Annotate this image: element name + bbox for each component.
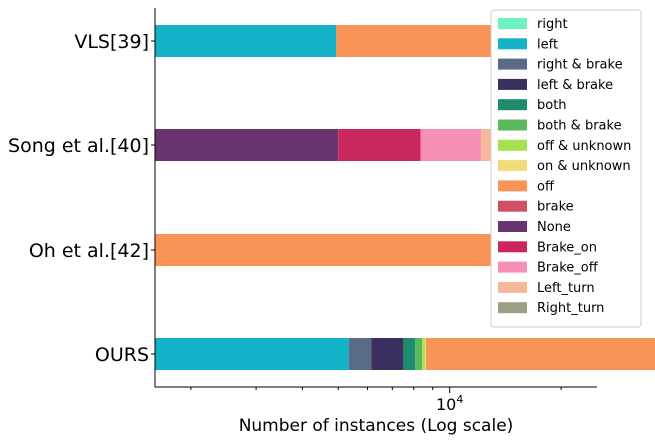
bar-segment-3-6 <box>422 338 425 370</box>
bar-segment-1-10 <box>155 129 339 161</box>
bar-segment-1-12 <box>420 129 481 161</box>
bar-segment-3-7 <box>424 338 426 370</box>
category-label-2: Oh et al.[42] <box>29 240 149 262</box>
x-tick-label-0: 104 <box>436 393 463 414</box>
legend-swatch-9 <box>498 200 527 212</box>
legend-swatch-13 <box>498 281 527 293</box>
bar-segment-3-2 <box>348 338 372 370</box>
legend-swatch-6 <box>498 139 527 151</box>
legend-items: right left right & brake left & brake both bo… <box>498 17 631 316</box>
legend-label-10: None <box>537 220 571 235</box>
legend-label-13: Left_turn <box>537 281 595 296</box>
legend-swatch-8 <box>498 180 527 192</box>
bar-segment-1-11 <box>338 129 421 161</box>
legend-swatch-14 <box>498 302 527 314</box>
legend-label-8: off <box>537 179 555 194</box>
legend-label-5: both & brake <box>537 119 622 134</box>
bar-segment-2-8 <box>155 234 506 266</box>
bar-segment-3-4 <box>403 338 416 370</box>
legend-swatch-5 <box>498 119 527 131</box>
legend: right left right & brake left & brake both bo… <box>490 9 642 328</box>
legend-label-7: on & unknown <box>537 159 631 174</box>
category-label-3: OURS <box>95 344 149 366</box>
legend-swatch-0 <box>498 18 527 29</box>
bar-segment-3-1 <box>155 338 349 370</box>
legend-label-2: right & brake <box>537 58 623 73</box>
y-labels-layer: VLS[39] Song et al.[40] Oh et al.[42] OURS <box>8 31 155 366</box>
bar-segment-3-5 <box>415 338 423 370</box>
legend-label-1: left <box>537 37 558 52</box>
legend-swatch-2 <box>498 58 527 70</box>
legend-swatch-10 <box>498 221 527 232</box>
legend-swatch-12 <box>498 261 527 273</box>
bar-segment-3-8 <box>425 338 655 370</box>
bar-segment-0-1 <box>155 25 337 57</box>
legend-swatch-3 <box>498 78 527 90</box>
legend-swatch-7 <box>498 160 527 172</box>
x-ticks-layer: 104105 <box>190 387 562 414</box>
legend-label-0: right <box>537 17 568 32</box>
legend-frame <box>490 9 642 328</box>
bar-segment-3-3 <box>371 338 404 370</box>
legend-label-11: Brake_on <box>537 240 597 255</box>
legend-label-3: left & brake <box>537 78 613 93</box>
axes-layer <box>154 8 597 388</box>
legend-swatch-11 <box>498 241 527 253</box>
legend-swatch-1 <box>498 38 527 50</box>
legend-label-12: Brake_off <box>537 261 599 276</box>
legend-label-6: off & unknown <box>537 139 631 154</box>
legend-label-14: Right_turn <box>537 301 604 316</box>
legend-swatch-4 <box>498 99 527 111</box>
category-label-1: Song et al.[40] <box>8 135 149 157</box>
legend-label-4: both <box>537 98 567 113</box>
bars-layer <box>155 25 655 370</box>
legend-label-9: brake <box>537 200 574 215</box>
category-label-0: VLS[39] <box>74 31 149 53</box>
x-axis-label: Number of instances (Log scale) <box>239 416 514 436</box>
bar-segment-0-8 <box>336 25 507 57</box>
